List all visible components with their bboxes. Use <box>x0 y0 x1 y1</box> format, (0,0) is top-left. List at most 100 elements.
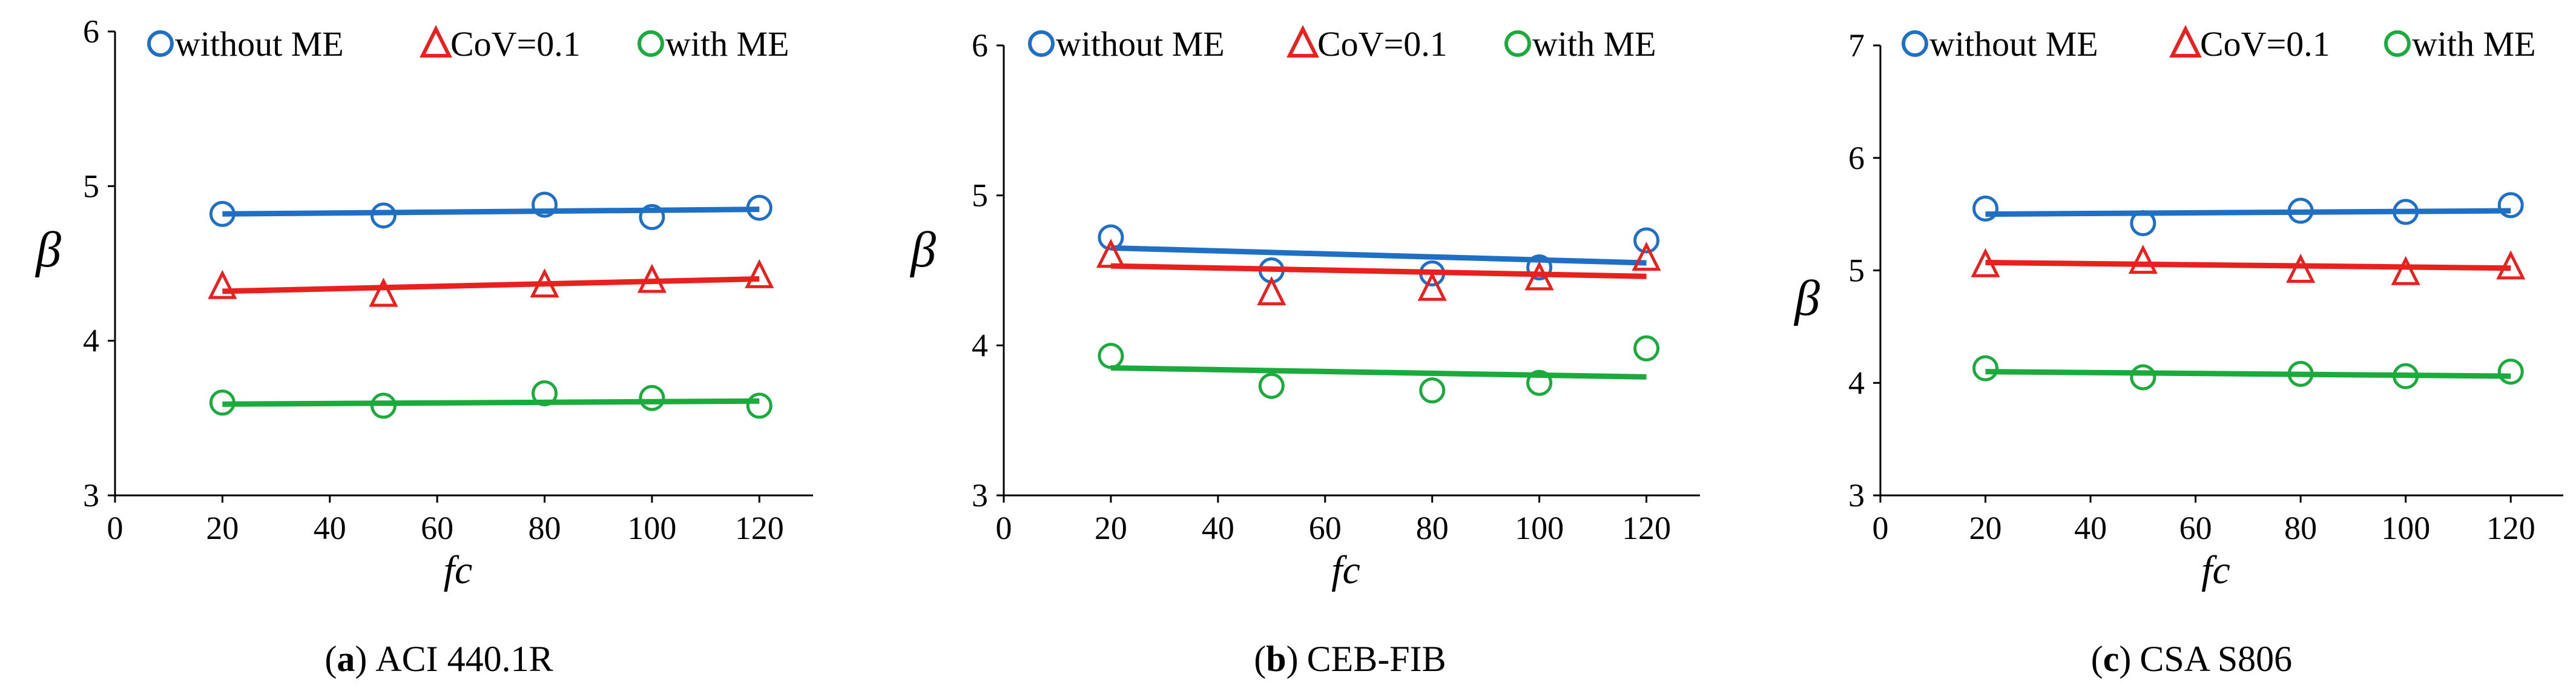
legend-triangle-icon <box>2169 25 2202 58</box>
data-point-triangle <box>530 268 559 298</box>
series-without-me <box>1972 192 2524 236</box>
x-tick-label: 60 <box>1309 510 1342 546</box>
caption-letter: a <box>337 639 355 679</box>
data-point-triangle <box>208 269 237 299</box>
x-tick-label: 100 <box>627 510 676 546</box>
x-tick-label: 40 <box>1202 510 1234 546</box>
x-tick-label: 60 <box>421 510 453 546</box>
x-tick-label: 0 <box>107 510 124 546</box>
legend-triangle-icon <box>420 25 452 58</box>
trend-line <box>222 276 760 294</box>
caption-open-paren: ( <box>324 639 337 679</box>
legend-circle-icon <box>637 30 664 57</box>
legend-label: CoV=0.1 <box>2200 24 2330 64</box>
caption-open-paren: ( <box>2091 639 2103 679</box>
data-point-circle <box>2287 360 2314 387</box>
caption-close-paren: ) <box>2119 639 2131 679</box>
legend-item: CoV=0.1 <box>2169 24 2330 64</box>
data-point-triangle <box>2128 245 2158 274</box>
data-point-circle <box>746 392 772 419</box>
caption-close-paren: ) <box>355 639 367 679</box>
x-tick-label: 100 <box>1515 510 1564 546</box>
y-tick-label: 5 <box>83 168 99 204</box>
x-tick-label: 40 <box>314 510 346 546</box>
data-point-circle <box>1098 343 1124 369</box>
x-tick-label: 40 <box>2074 510 2107 546</box>
data-point-circle <box>209 389 236 416</box>
y-tick-label: 6 <box>1848 140 1865 176</box>
legend-item: without ME <box>147 24 344 64</box>
x-axis-label: fc <box>1331 548 1360 592</box>
trend-line <box>222 398 760 407</box>
data-point-triangle <box>637 263 667 293</box>
caption-open-paren: ( <box>1254 639 1266 679</box>
legend-triangle-icon <box>1286 25 1319 58</box>
series-cov-0-1 <box>208 259 774 307</box>
x-axis-label: fc <box>2201 548 2230 592</box>
legend-label: with ME <box>1532 24 1656 64</box>
data-point-circle <box>1633 227 1660 254</box>
legend-label: without ME <box>1929 24 2098 64</box>
data-point-circle <box>1972 195 1999 222</box>
trend-line <box>1985 259 2511 271</box>
data-point-circle <box>1419 377 1446 404</box>
trend-line <box>222 207 760 217</box>
legend-item: without ME <box>1028 24 1225 64</box>
data-point-triangle <box>2391 256 2420 285</box>
data-point-circle <box>1526 254 1553 281</box>
chart-panel-a: 0 20 40 60 80 100 120 3 4 5 6 fc β without ME CoV=0.1 w… <box>35 13 813 679</box>
y-tick-label: 5 <box>1848 253 1865 289</box>
panel-caption: (b) CEB-FIB <box>1254 639 1446 679</box>
data-point-triangle <box>2286 253 2316 283</box>
trend-line <box>1110 365 1647 380</box>
data-point-circle <box>532 191 558 218</box>
y-tick-label: 4 <box>972 327 988 363</box>
x-tick-label: 20 <box>1095 510 1127 546</box>
data-point-circle <box>1526 369 1553 396</box>
x-tick-label: 100 <box>2381 510 2430 546</box>
data-point-triangle <box>1096 239 1125 268</box>
x-tick-label: 80 <box>529 510 561 546</box>
legend-item: with ME <box>2384 24 2536 64</box>
legend-label: with ME <box>2412 24 2536 64</box>
data-point-circle <box>532 380 558 406</box>
chart-panel-c: 0 20 40 60 80 100 120 3 4 5 6 7 fc β without ME CoV=0.1… <box>1793 24 2563 679</box>
legend-item: with ME <box>637 24 789 64</box>
legend-circle-icon <box>1504 30 1531 57</box>
x-tick-label: 20 <box>1969 510 2002 546</box>
data-point-triangle <box>1632 242 1661 271</box>
series-without-me <box>209 191 772 230</box>
caption-close-paren: ) <box>1286 639 1299 679</box>
x-tick-label: 80 <box>2284 510 2317 546</box>
y-axis-label: β <box>909 222 936 278</box>
y-tick-label: 7 <box>1848 27 1865 64</box>
caption-title: ACI 440.1R <box>375 639 553 679</box>
data-point-triangle <box>745 259 774 288</box>
trend-line <box>1110 263 1647 279</box>
data-point-circle <box>209 200 236 227</box>
data-point-circle <box>1972 355 1999 382</box>
data-point-triangle <box>1524 261 1554 291</box>
y-axis-label: β <box>35 222 61 278</box>
panel-caption: (c) CSA S806 <box>2091 639 2292 679</box>
y-tick-label: 5 <box>972 177 988 214</box>
y-tick-label: 4 <box>1848 365 1865 401</box>
x-tick-label: 80 <box>1416 510 1449 546</box>
x-tick-label: 120 <box>2486 510 2535 546</box>
legend-label: without ME <box>1056 24 1225 64</box>
data-point-circle <box>2497 192 2524 219</box>
y-tick-label: 6 <box>972 27 988 64</box>
x-tick-label: 60 <box>2179 510 2212 546</box>
data-point-circle <box>1098 224 1124 251</box>
series-with-me <box>1098 335 1660 404</box>
x-axis-label: fc <box>444 548 473 592</box>
data-point-circle <box>370 202 397 229</box>
data-point-circle <box>2130 364 2156 391</box>
y-axis-label: β <box>1793 270 1820 326</box>
legend-item: CoV=0.1 <box>420 24 581 64</box>
y-tick-label: 4 <box>83 323 99 359</box>
series-with-me <box>1972 355 2524 391</box>
trend-line <box>1985 208 2511 217</box>
x-tick-label: 120 <box>735 510 784 546</box>
